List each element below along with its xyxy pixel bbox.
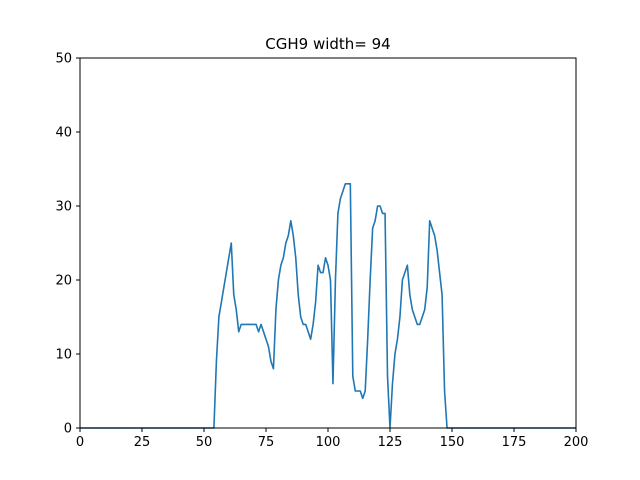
y-tick-label: 40 xyxy=(55,126,72,141)
x-tick-label: 175 xyxy=(502,435,527,450)
x-tick-label: 200 xyxy=(564,435,589,450)
y-tick-label: 0 xyxy=(64,422,72,437)
x-tick-label: 125 xyxy=(378,435,403,450)
series-layer xyxy=(80,184,576,428)
plot-frame xyxy=(80,58,576,428)
y-tick-label: 30 xyxy=(55,200,72,215)
y-tick-label: 10 xyxy=(55,348,72,363)
y-tick-label: 20 xyxy=(55,274,72,289)
x-tick-label: 0 xyxy=(76,435,84,450)
x-tick-label: 100 xyxy=(316,435,341,450)
y-tick-label: 50 xyxy=(55,52,72,67)
chart-title: CGH9 width= 94 xyxy=(265,35,390,53)
x-tick-label: 75 xyxy=(258,435,275,450)
x-tick-label: 50 xyxy=(196,435,213,450)
x-tick-label: 150 xyxy=(440,435,465,450)
y-axis-ticks: 0 10 20 30 40 50 xyxy=(55,52,80,437)
x-tick-label: 25 xyxy=(134,435,151,450)
x-axis-ticks: 0 25 50 75 100 125 150 175 200 xyxy=(76,428,589,450)
series-line-0 xyxy=(80,184,576,428)
